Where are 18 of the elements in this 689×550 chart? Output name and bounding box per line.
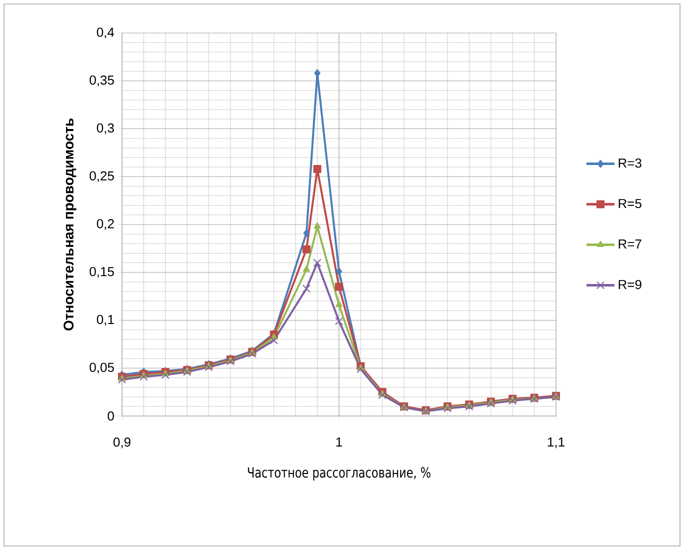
legend-label: R=7 xyxy=(618,240,642,248)
y-axis-title: Относительная проводимость xyxy=(64,118,76,330)
y-tick-label: 0,25 xyxy=(90,171,114,182)
y-tick-label: 0,1 xyxy=(96,314,114,326)
y-tick-label: 0,3 xyxy=(96,123,114,134)
legend-label: R=9 xyxy=(618,280,642,290)
y-tick-label: 0,15 xyxy=(90,267,114,278)
y-tick-label: 0,2 xyxy=(96,219,114,230)
x-tick-label: 1 xyxy=(336,438,342,446)
legend-label: R=5 xyxy=(618,199,642,208)
y-tick-label: 0,35 xyxy=(90,76,114,86)
legend-label: R=3 xyxy=(618,158,642,168)
x-tick-label: 0,9 xyxy=(113,438,130,448)
y-tick-label: 0,05 xyxy=(90,362,114,374)
x-axis-title: Частотное рассогласование, % xyxy=(248,467,430,480)
y-tick-label: 0,4 xyxy=(96,28,114,38)
y-tick-label: 0 xyxy=(108,411,114,421)
x-tick-label: 1,1 xyxy=(548,438,564,448)
